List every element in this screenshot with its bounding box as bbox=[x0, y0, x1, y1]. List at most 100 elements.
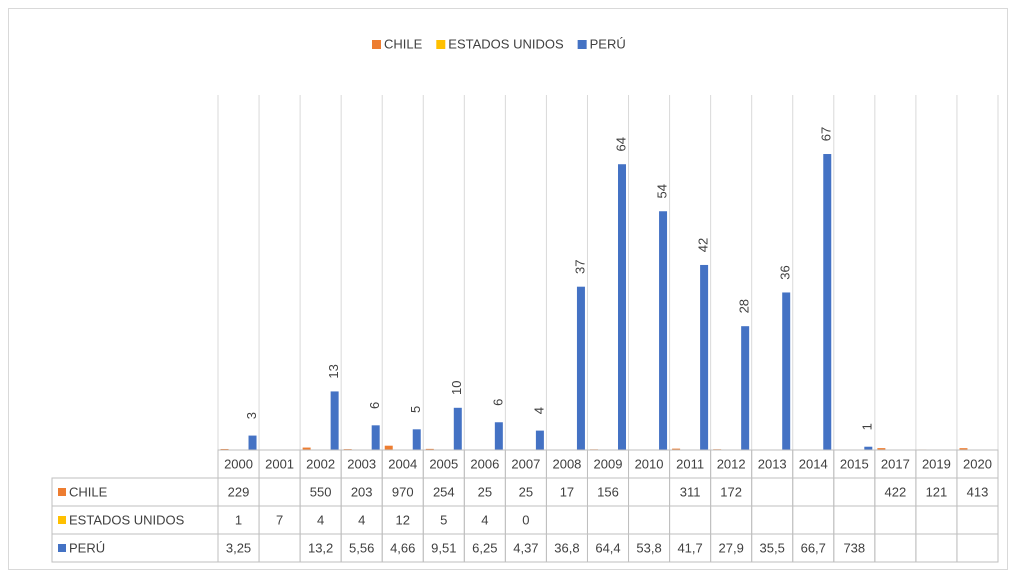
x-tick-label: 2001 bbox=[265, 456, 294, 471]
data-label: 54 bbox=[654, 184, 669, 198]
data-label: 67 bbox=[819, 127, 834, 141]
bar bbox=[618, 164, 626, 450]
legend-swatch bbox=[436, 40, 445, 49]
x-tick-label: 2002 bbox=[306, 456, 335, 471]
x-tick-label: 2003 bbox=[347, 456, 376, 471]
table-value: 4 bbox=[317, 512, 324, 527]
data-label: 3 bbox=[244, 412, 259, 419]
x-tick-label: 2005 bbox=[429, 456, 458, 471]
legend-swatch bbox=[58, 516, 66, 524]
bar bbox=[536, 431, 544, 450]
table-value: 6,25 bbox=[472, 540, 497, 555]
table-value: 53,8 bbox=[636, 540, 661, 555]
data-label: 6 bbox=[367, 402, 382, 409]
legend-swatch bbox=[372, 40, 381, 49]
bar bbox=[782, 292, 790, 450]
bar bbox=[495, 422, 503, 450]
table-value: 0 bbox=[522, 512, 529, 527]
table-value: 12 bbox=[396, 512, 410, 527]
data-label: 64 bbox=[613, 137, 628, 151]
table-value: 4,66 bbox=[390, 540, 415, 555]
table-value: 5,56 bbox=[349, 540, 374, 555]
bar bbox=[741, 326, 749, 450]
data-label: 37 bbox=[572, 259, 587, 273]
bar bbox=[249, 436, 257, 450]
table-value: 13,2 bbox=[308, 540, 333, 555]
x-tick-label: 2004 bbox=[388, 456, 417, 471]
row-label: PERÚ bbox=[69, 540, 105, 555]
bar bbox=[659, 211, 667, 450]
data-label: 1 bbox=[860, 423, 875, 430]
table-value: 35,5 bbox=[760, 540, 785, 555]
table-value: 172 bbox=[720, 484, 742, 499]
legend-label: CHILE bbox=[384, 36, 423, 51]
table-value: 4,37 bbox=[513, 540, 538, 555]
x-tick-label: 2013 bbox=[758, 456, 787, 471]
table-value: 4 bbox=[481, 512, 488, 527]
legend-swatch bbox=[58, 488, 66, 496]
bar bbox=[454, 408, 462, 450]
table-value: 7 bbox=[276, 512, 283, 527]
bar bbox=[331, 391, 339, 450]
x-tick-label: 2015 bbox=[840, 456, 869, 471]
table-value: 36,8 bbox=[554, 540, 579, 555]
table-value: 5 bbox=[440, 512, 447, 527]
x-tick-label: 2014 bbox=[799, 456, 828, 471]
table-value: 970 bbox=[392, 484, 414, 499]
table-value: 25 bbox=[519, 484, 533, 499]
data-label: 42 bbox=[696, 238, 711, 252]
x-tick-label: 2011 bbox=[676, 456, 704, 471]
x-tick-label: 2019 bbox=[922, 456, 951, 471]
table-value: 311 bbox=[680, 484, 701, 499]
bar bbox=[413, 429, 421, 450]
table-value: 738 bbox=[843, 540, 865, 555]
bar bbox=[372, 425, 380, 450]
x-tick-label: 2007 bbox=[511, 456, 540, 471]
x-tick-label: 2017 bbox=[881, 456, 910, 471]
table-value: 41,7 bbox=[677, 540, 702, 555]
bar bbox=[700, 265, 708, 450]
chart-border bbox=[9, 9, 1008, 570]
table-value: 3,25 bbox=[226, 540, 251, 555]
data-label: 36 bbox=[778, 265, 793, 279]
data-label: 6 bbox=[490, 399, 505, 406]
table-value: 203 bbox=[351, 484, 373, 499]
table-value: 25 bbox=[478, 484, 492, 499]
data-label: 13 bbox=[326, 364, 341, 378]
row-label: CHILE bbox=[69, 484, 108, 499]
row-label: ESTADOS UNIDOS bbox=[69, 512, 185, 527]
x-tick-label: 2009 bbox=[594, 456, 623, 471]
table-value: 9,51 bbox=[431, 540, 456, 555]
table-value: 27,9 bbox=[719, 540, 744, 555]
x-tick-label: 2010 bbox=[635, 456, 664, 471]
table-value: 4 bbox=[358, 512, 365, 527]
bar bbox=[823, 154, 831, 450]
data-label: 5 bbox=[408, 406, 423, 413]
table-value: 422 bbox=[885, 484, 907, 499]
x-tick-label: 2020 bbox=[963, 456, 992, 471]
data-label: 28 bbox=[737, 299, 752, 313]
bar bbox=[577, 287, 585, 450]
legend-label: ESTADOS UNIDOS bbox=[448, 36, 564, 51]
x-tick-label: 2012 bbox=[717, 456, 746, 471]
x-tick-label: 2006 bbox=[470, 456, 499, 471]
x-tick-label: 2008 bbox=[552, 456, 581, 471]
table-value: 17 bbox=[560, 484, 574, 499]
data-label: 10 bbox=[449, 381, 464, 395]
table-value: 550 bbox=[310, 484, 332, 499]
table-value: 413 bbox=[967, 484, 989, 499]
table-value: 254 bbox=[433, 484, 455, 499]
table-value: 229 bbox=[228, 484, 250, 499]
table-value: 121 bbox=[926, 484, 948, 499]
table-value: 156 bbox=[597, 484, 619, 499]
table-value: 66,7 bbox=[801, 540, 826, 555]
table-value: 1 bbox=[235, 512, 242, 527]
table-value: 64,4 bbox=[595, 540, 620, 555]
data-label: 4 bbox=[531, 407, 546, 414]
legend-swatch bbox=[578, 40, 587, 49]
bar bbox=[385, 446, 393, 450]
legend-swatch bbox=[58, 544, 66, 552]
legend-label: PERÚ bbox=[590, 36, 626, 51]
x-tick-label: 2000 bbox=[224, 456, 253, 471]
